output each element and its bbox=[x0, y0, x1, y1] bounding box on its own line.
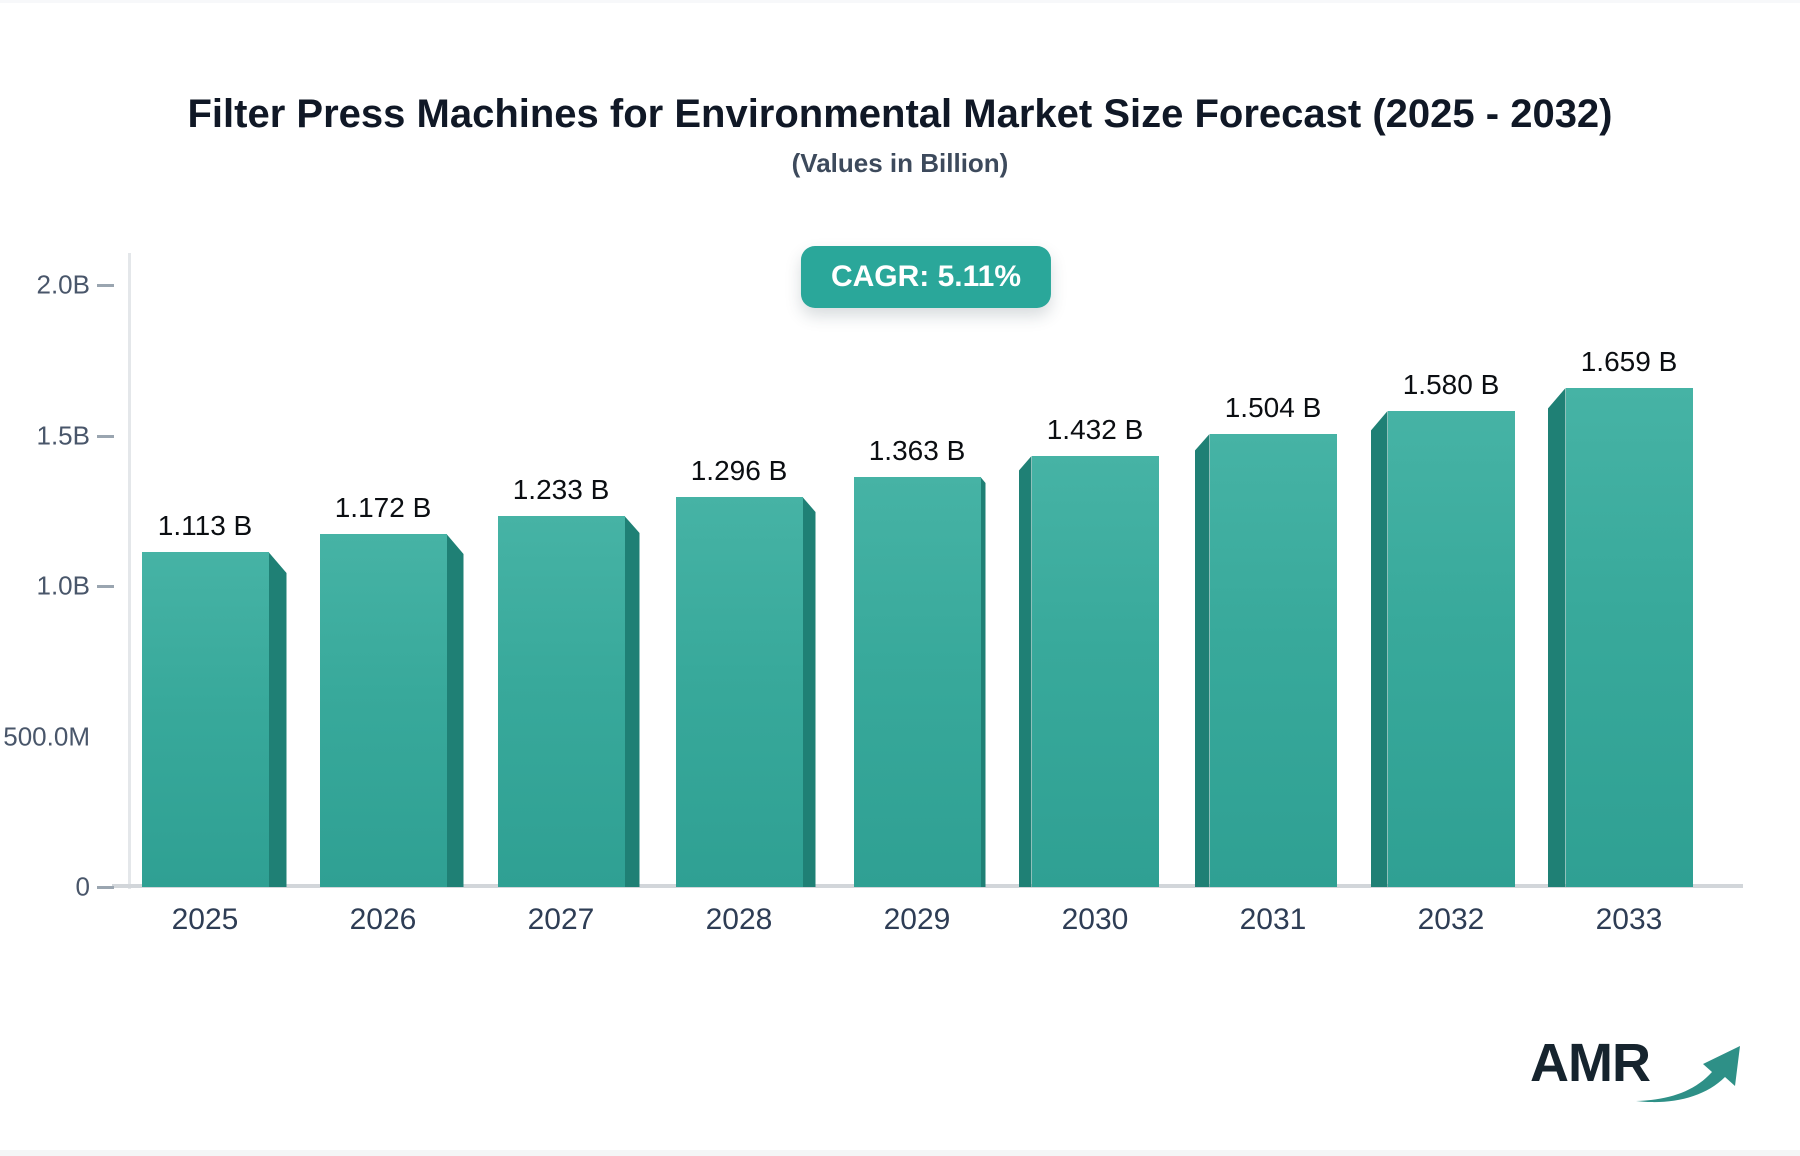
top-edge-strip bbox=[0, 0, 1800, 3]
x-axis-label-2027: 2027 bbox=[527, 903, 595, 936]
bar-3d-side-2033 bbox=[1547, 388, 1566, 887]
amr-logo: AMR bbox=[1530, 1032, 1760, 1122]
bar-value-label-2028: 1.296 B bbox=[690, 455, 788, 486]
x-axis-label-2032: 2032 bbox=[1417, 903, 1485, 936]
bar-3d-side-2030 bbox=[1018, 456, 1032, 887]
bar-value-label-2033: 1.659 B bbox=[1580, 346, 1678, 377]
bar-2030[interactable] bbox=[1031, 456, 1159, 887]
y-tick-label-1.5B: 1.5B bbox=[36, 420, 91, 450]
bar-value-label-2031: 1.504 B bbox=[1224, 392, 1322, 423]
cagr-badge: CAGR: 5.11% bbox=[800, 246, 1052, 308]
bar-2027[interactable] bbox=[497, 516, 625, 887]
bar-value-label-2026: 1.172 B bbox=[334, 492, 432, 523]
y-tick-label-2.0B: 2.0B bbox=[36, 269, 91, 300]
x-axis-label-2031: 2031 bbox=[1239, 903, 1307, 936]
bar-value-label-2030: 1.432 B bbox=[1046, 414, 1144, 445]
bar-2028[interactable] bbox=[675, 497, 803, 887]
y-tick-label-1.0B: 1.0B bbox=[36, 570, 91, 601]
y-tick-dash bbox=[97, 284, 114, 287]
bar-2026[interactable] bbox=[319, 534, 447, 887]
bar-3d-side-2027 bbox=[624, 516, 640, 887]
y-axis-line bbox=[128, 253, 131, 889]
y-tick-dash bbox=[97, 886, 114, 889]
bar-value-label-2025: 1.113 B bbox=[157, 510, 253, 541]
chart-title: Filter Press Machines for Environmental … bbox=[187, 92, 1613, 136]
bar-2025[interactable] bbox=[141, 552, 269, 887]
bar-3d-side-2025 bbox=[268, 552, 287, 887]
x-axis-label-2026: 2026 bbox=[349, 903, 417, 936]
x-axis-label-2028: 2028 bbox=[705, 903, 773, 936]
x-axis-label-2030: 2030 bbox=[1061, 903, 1129, 936]
y-tick-dash bbox=[97, 434, 114, 438]
growth-arrow-icon bbox=[1636, 1046, 1740, 1103]
bar-value-label-2027: 1.233 B bbox=[512, 474, 610, 505]
x-axis-label-2029: 2029 bbox=[883, 903, 951, 936]
bar-3d-side-2031 bbox=[1194, 434, 1210, 887]
bar-3d-side-2029 bbox=[980, 477, 986, 887]
y-tick-dash bbox=[97, 585, 114, 588]
bar-2029[interactable] bbox=[853, 477, 981, 887]
amr-logo-text: AMR bbox=[1530, 1033, 1651, 1093]
bar-value-label-2029: 1.363 B bbox=[868, 435, 966, 466]
y-tick-label-0: 0 bbox=[75, 871, 90, 902]
bar-3d-side-2026 bbox=[446, 534, 464, 887]
bar-2032[interactable] bbox=[1387, 411, 1515, 887]
bottom-edge-strip bbox=[0, 1150, 1800, 1156]
x-axis-label-2025: 2025 bbox=[171, 903, 239, 936]
x-axis-label-2033: 2033 bbox=[1595, 903, 1663, 936]
bar-value-label-2032: 1.580 B bbox=[1402, 369, 1500, 400]
chart-subtitle: (Values in Billion) bbox=[791, 148, 1009, 178]
bar-2031[interactable] bbox=[1209, 434, 1337, 887]
bar-3d-side-2028 bbox=[802, 497, 816, 887]
bar-3d-side-2032 bbox=[1370, 411, 1388, 887]
bar-2033[interactable] bbox=[1565, 388, 1693, 887]
y-tick-label-500.0M: 500.0M bbox=[3, 721, 90, 751]
